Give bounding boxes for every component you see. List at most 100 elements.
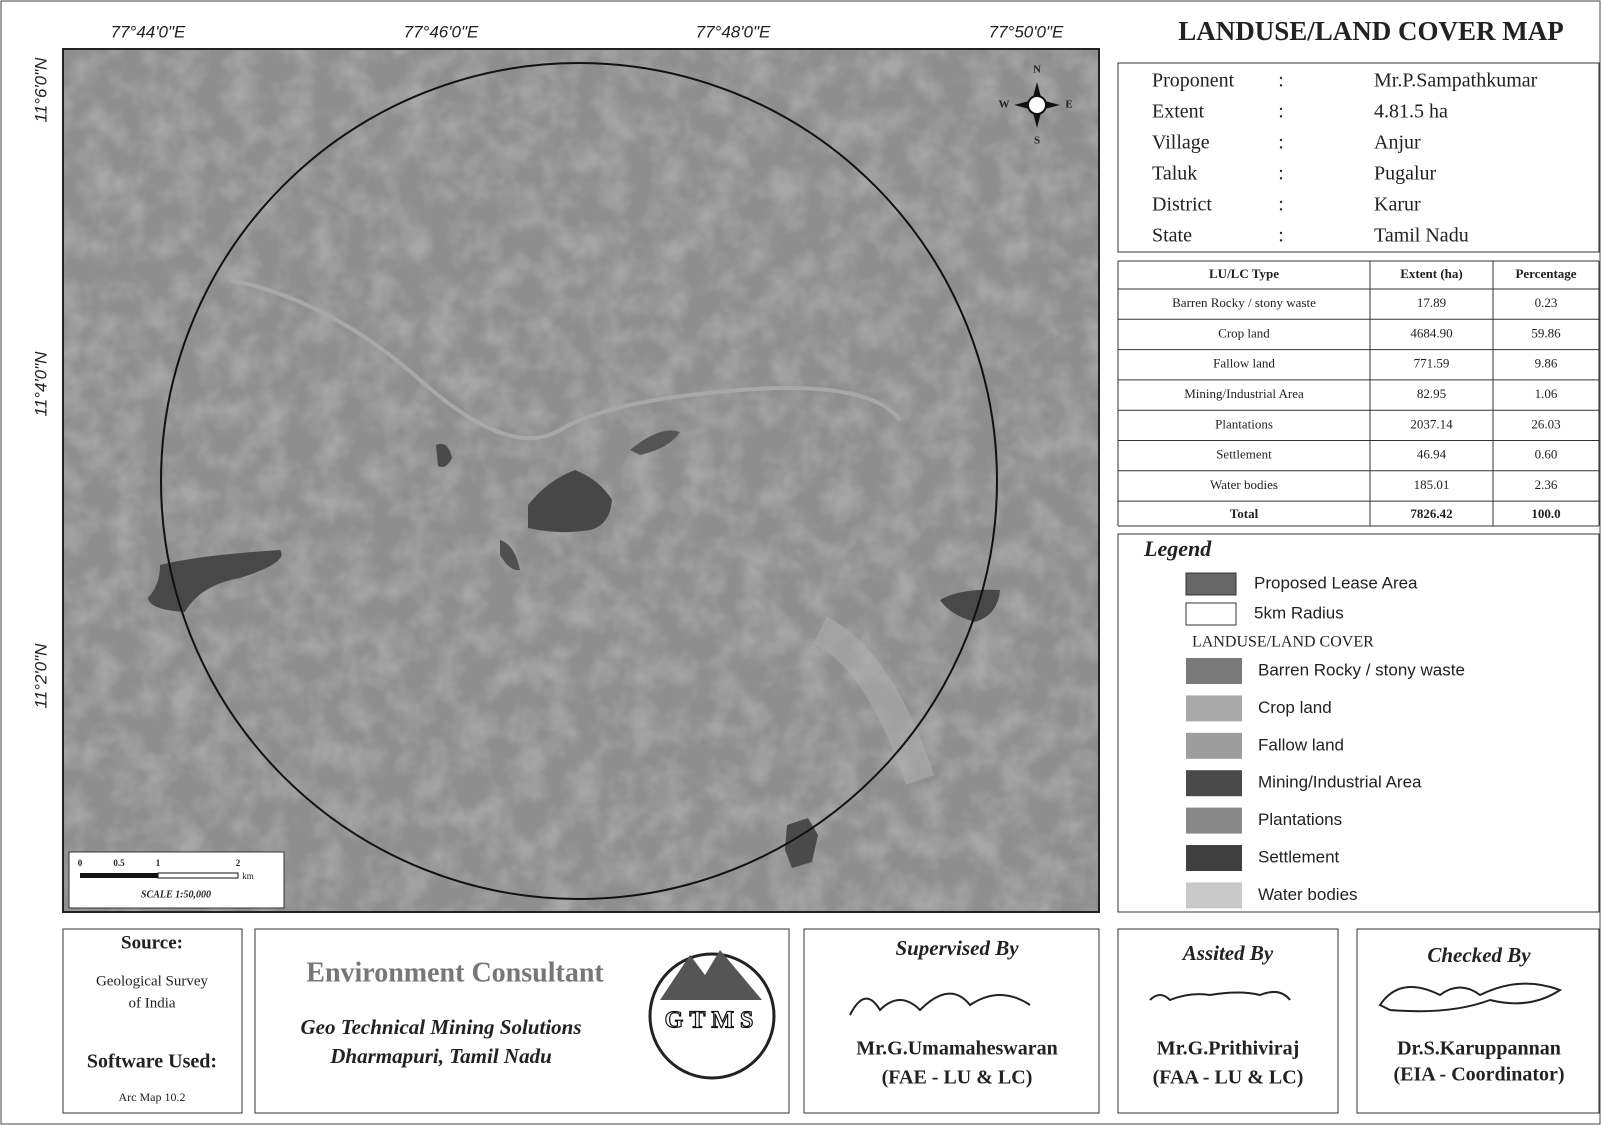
legend-swatch: [1186, 882, 1242, 908]
logo-text: GTMS: [665, 1008, 760, 1034]
table-cell: 26.03: [1531, 416, 1560, 431]
lat-label: 11°6'0"N: [31, 57, 50, 123]
scale-bar: [80, 873, 158, 878]
map-image: [63, 49, 1099, 912]
info-value: Tamil Nadu: [1374, 225, 1469, 247]
table-total: Total: [1230, 506, 1259, 521]
info-separator: :: [1278, 132, 1284, 154]
supervised-name: Mr.G.Umamaheswaran: [856, 1038, 1057, 1060]
legend-swatch: [1186, 770, 1242, 796]
info-separator: :: [1278, 101, 1284, 123]
legend-label: Barren Rocky / stony waste: [1258, 660, 1465, 679]
table-cell: Barren Rocky / stony waste: [1172, 295, 1316, 310]
supervised-heading: Supervised By: [895, 936, 1019, 960]
assisted-name: Mr.G.Prithiviraj: [1157, 1038, 1300, 1060]
table-cell: 46.94: [1417, 447, 1447, 462]
title: LANDUSE/LAND COVER MAP: [1178, 16, 1564, 46]
info-separator: :: [1278, 70, 1284, 92]
legend-swatch: [1186, 603, 1236, 625]
table-total: 7826.42: [1410, 506, 1452, 521]
legend-swatch: [1186, 808, 1242, 834]
software-heading: Software Used:: [87, 1051, 217, 1073]
table-cell: 771.59: [1414, 356, 1450, 371]
table-cell: Settlement: [1216, 447, 1272, 462]
info-label: District: [1152, 194, 1212, 216]
legend-swatch: [1186, 733, 1242, 759]
info-value: Pugalur: [1374, 163, 1437, 185]
table-header: Extent (ha): [1400, 266, 1462, 281]
table-cell: 1.06: [1535, 386, 1558, 401]
info-value: 4.81.5 ha: [1374, 101, 1448, 123]
legend-swatch: [1186, 658, 1242, 684]
legend-swatch: [1186, 695, 1242, 721]
compass-s: S: [1034, 135, 1040, 147]
legend-label: Crop land: [1258, 698, 1332, 717]
scale-tick: 2: [236, 858, 241, 868]
legend-label: Mining/Industrial Area: [1258, 773, 1422, 792]
consultant-title: Environment Consultant: [306, 957, 604, 988]
lon-label: 77°44'0"E: [111, 22, 186, 41]
info-label: State: [1152, 225, 1192, 247]
info-label: Extent: [1152, 101, 1205, 123]
source-text: Geological Survey: [96, 973, 209, 989]
assisted-role: (FAA - LU & LC): [1153, 1067, 1304, 1089]
map-sheet: 77°44'0"E 77°46'0"E 77°48'0"E 77°50'0"E 11°6…: [0, 0, 1601, 1125]
info-separator: :: [1278, 194, 1284, 216]
scale-tick: 1: [156, 858, 161, 868]
checked-heading: Checked By: [1427, 943, 1531, 967]
table-cell: Fallow land: [1213, 356, 1275, 371]
table-cell: 185.01: [1414, 477, 1450, 492]
lat-label: 11°2'0"N: [31, 643, 50, 709]
legend-label: Plantations: [1258, 810, 1342, 829]
consultant-line: Dharmapuri, Tamil Nadu: [329, 1044, 552, 1068]
info-separator: :: [1278, 163, 1284, 185]
table-cell: 17.89: [1417, 295, 1446, 310]
legend-swatch: [1186, 573, 1236, 595]
lon-label: 77°46'0"E: [404, 22, 479, 41]
info-label: Taluk: [1152, 163, 1197, 185]
checked-role: (EIA - Coordinator): [1393, 1064, 1564, 1086]
table-header: Percentage: [1515, 266, 1576, 281]
checked-name: Dr.S.Karuppannan: [1397, 1038, 1561, 1060]
software-text: Arc Map 10.2: [119, 1090, 186, 1104]
consultant-line: Geo Technical Mining Solutions: [300, 1015, 581, 1039]
table-header: LU/LC Type: [1209, 266, 1279, 281]
legend-label: Water bodies: [1258, 885, 1358, 904]
scale-tick: 0: [78, 858, 83, 868]
page: 77°44'0"E 77°46'0"E 77°48'0"E 77°50'0"E 11°6…: [0, 0, 1601, 1125]
table-total: 100.0: [1531, 506, 1560, 521]
legend-label: Proposed Lease Area: [1254, 573, 1418, 592]
legend-label: 5km Radius: [1254, 603, 1344, 622]
table-cell: Crop land: [1218, 325, 1270, 340]
legend-label: Settlement: [1258, 847, 1340, 866]
legend-subtitle: LANDUSE/LAND COVER: [1192, 634, 1374, 651]
source-heading: Source:: [121, 932, 183, 953]
table-cell: 9.86: [1535, 356, 1558, 371]
compass-e: E: [1065, 99, 1072, 111]
info-value: Mr.P.Sampathkumar: [1374, 70, 1538, 92]
table-cell: Mining/Industrial Area: [1184, 386, 1304, 401]
source-text: of India: [128, 995, 175, 1011]
compass-ring: [1028, 96, 1046, 114]
info-value: Karur: [1374, 194, 1421, 216]
table-cell: 59.86: [1531, 325, 1561, 340]
table-cell: 82.95: [1417, 386, 1446, 401]
table-cell: 4684.90: [1410, 325, 1452, 340]
lon-label: 77°50'0"E: [989, 22, 1064, 41]
legend-swatch: [1186, 845, 1242, 871]
table-cell: 0.60: [1535, 447, 1558, 462]
compass-w: W: [999, 99, 1010, 111]
lon-label: 77°48'0"E: [696, 22, 771, 41]
legend-title: Legend: [1143, 536, 1212, 561]
legend-label: Fallow land: [1258, 735, 1344, 754]
table-cell: Water bodies: [1210, 477, 1278, 492]
scale-bar: [158, 873, 238, 878]
table-cell: Plantations: [1215, 416, 1273, 431]
compass-n: N: [1033, 64, 1041, 76]
supervised-role: (FAE - LU & LC): [882, 1067, 1033, 1089]
assisted-heading: Assited By: [1181, 941, 1274, 965]
info-value: Anjur: [1374, 132, 1421, 154]
info-separator: :: [1278, 225, 1284, 247]
table-cell: 0.23: [1535, 295, 1558, 310]
scale-text: SCALE 1:50,000: [141, 889, 211, 900]
